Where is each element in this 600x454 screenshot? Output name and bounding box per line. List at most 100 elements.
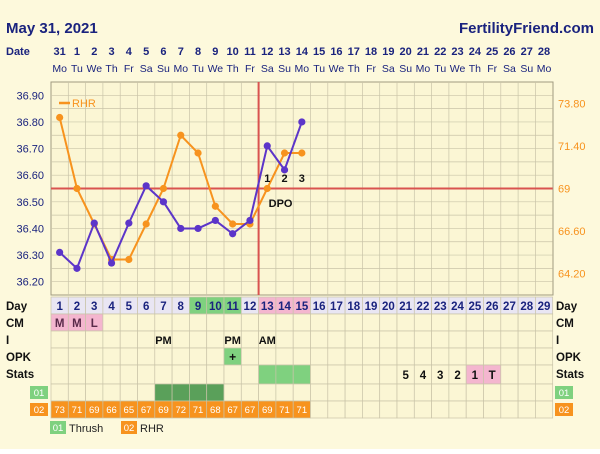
temperature-point[interactable] <box>211 216 219 225</box>
table-cell <box>465 383 484 402</box>
date-label: 4 <box>126 46 133 58</box>
date-label: 2 <box>91 46 97 58</box>
date-row-label: Date <box>6 46 30 58</box>
table-cell <box>344 364 363 385</box>
weekday-label: Sa <box>261 63 274 75</box>
table-day-number: 25 <box>468 301 481 313</box>
table-cell <box>344 383 363 402</box>
rhr-point[interactable] <box>159 184 168 193</box>
rhr-cell-value: 69 <box>89 405 100 416</box>
table-cell <box>379 400 398 419</box>
rhr-point[interactable] <box>194 149 202 157</box>
table-row-label-right: Day <box>556 301 578 313</box>
legend-label: Thrush <box>69 423 103 435</box>
rhr-point[interactable] <box>280 149 289 157</box>
y-right-tick-label: 66.60 <box>558 226 586 238</box>
temperature-point[interactable] <box>159 198 168 206</box>
rhr-point[interactable] <box>298 149 306 157</box>
table-day-number: 18 <box>347 301 360 313</box>
date-label: 16 <box>330 46 342 58</box>
table-day-number: 16 <box>313 301 326 313</box>
table-cell <box>85 364 104 385</box>
table-cell <box>362 347 381 366</box>
temperature-point[interactable] <box>73 264 81 272</box>
temperature-point[interactable] <box>125 219 133 227</box>
rhr-point[interactable] <box>211 202 219 210</box>
rhr-point[interactable] <box>229 220 237 228</box>
table-day-number: 29 <box>538 301 551 313</box>
temperature-point[interactable] <box>263 142 271 150</box>
temperature-point[interactable] <box>246 216 254 225</box>
table-cell <box>292 364 311 385</box>
table-cell <box>483 383 502 402</box>
temperature-point[interactable] <box>280 166 289 174</box>
table-cell <box>119 383 138 402</box>
rhr-point[interactable] <box>263 184 271 193</box>
table-cell <box>137 364 156 385</box>
stats-value: 3 <box>437 370 443 382</box>
table-cell <box>154 364 173 385</box>
table-cell <box>535 383 554 402</box>
date-label: 15 <box>313 46 325 58</box>
date-label: 31 <box>54 46 66 58</box>
table-cell <box>413 383 432 402</box>
y-right-tick-label: 69 <box>558 184 570 196</box>
table-cell <box>500 347 519 366</box>
stats-value: 4 <box>420 370 427 382</box>
table-day-number: 10 <box>209 301 222 313</box>
table-cell <box>310 330 329 349</box>
temperature-point[interactable] <box>229 230 237 238</box>
table-cell <box>240 383 259 402</box>
weekday-label: Su <box>157 63 170 75</box>
rhr-point[interactable] <box>125 255 133 264</box>
weekday-label: We <box>450 63 466 75</box>
date-label: 28 <box>538 46 550 58</box>
temperature-point[interactable] <box>194 224 202 233</box>
table-cell <box>102 313 121 332</box>
temperature-point[interactable] <box>177 224 185 233</box>
table-cell <box>50 330 69 349</box>
rhr-cell-value: 65 <box>124 405 135 416</box>
table-cell <box>448 330 467 349</box>
weekday-label: Mo <box>173 63 188 75</box>
legend-label: RHR <box>140 423 164 435</box>
y-left-tick-label: 36.90 <box>16 90 44 102</box>
table-cell <box>137 313 156 332</box>
rhr-point[interactable] <box>73 184 81 193</box>
rhr-point[interactable] <box>142 220 150 228</box>
table-day-number: 5 <box>126 301 133 313</box>
date-label: 3 <box>108 46 114 58</box>
rhr-cell-value: 69 <box>262 405 273 416</box>
table-cell <box>171 313 190 332</box>
table-cell <box>327 400 346 419</box>
weekday-label: Tu <box>71 63 83 75</box>
table-day-number: 24 <box>451 301 464 313</box>
table-cell <box>258 383 277 402</box>
temperature-point[interactable] <box>298 118 306 126</box>
table-day-number: 4 <box>108 301 115 313</box>
temperature-point[interactable] <box>142 182 150 190</box>
table-cell <box>102 364 121 385</box>
temperature-point[interactable] <box>90 219 98 227</box>
table-cell <box>102 347 121 366</box>
row-code-label: 01 <box>559 388 570 399</box>
rhr-point[interactable] <box>177 131 185 139</box>
dpo-number: 3 <box>299 173 305 185</box>
table-cell <box>396 330 415 349</box>
table-cell <box>379 383 398 402</box>
temperature-point[interactable] <box>56 248 64 256</box>
rhr-point[interactable] <box>56 113 64 122</box>
table-cell <box>310 364 329 385</box>
legend-code: 02 <box>124 423 135 434</box>
rhr-cell-value: 71 <box>193 405 204 416</box>
cm-value: M <box>55 318 65 330</box>
date-label: 19 <box>382 46 394 58</box>
date-label: 25 <box>486 46 498 58</box>
table-cell <box>362 364 381 385</box>
table-cell <box>465 313 484 332</box>
stats-value: 2 <box>454 370 460 382</box>
table-cell <box>431 383 450 402</box>
table-day-number: 12 <box>244 301 257 313</box>
temperature-point[interactable] <box>107 259 116 267</box>
